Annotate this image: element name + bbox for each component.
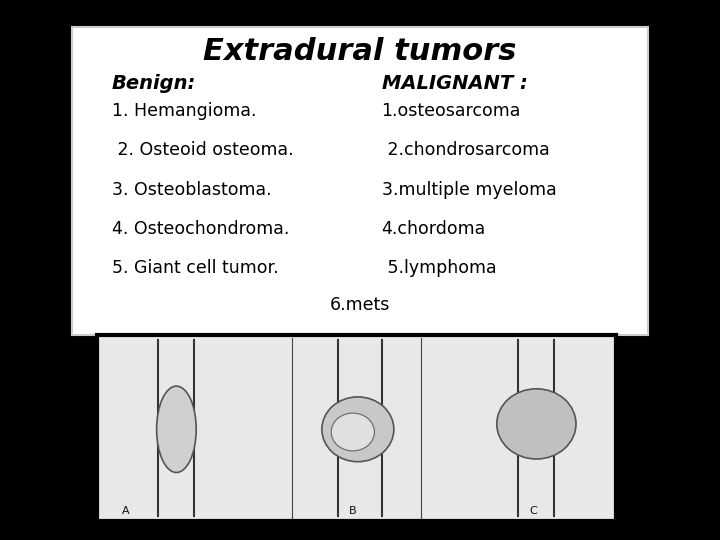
Text: Benign:: Benign:	[112, 74, 196, 93]
FancyBboxPatch shape	[72, 27, 648, 335]
Text: 1. Hemangioma.: 1. Hemangioma.	[112, 102, 256, 120]
Ellipse shape	[322, 397, 394, 462]
Text: 4. Osteochondroma.: 4. Osteochondroma.	[112, 220, 289, 238]
Ellipse shape	[497, 389, 576, 459]
FancyBboxPatch shape	[97, 335, 616, 521]
Text: 2. Osteoid osteoma.: 2. Osteoid osteoma.	[112, 141, 293, 159]
Text: 1.osteosarcoma: 1.osteosarcoma	[382, 102, 521, 120]
Text: 6.mets: 6.mets	[330, 296, 390, 314]
Text: C: C	[529, 505, 536, 516]
Text: 3.multiple myeloma: 3.multiple myeloma	[382, 180, 557, 199]
Text: 4.chordoma: 4.chordoma	[382, 220, 486, 238]
Text: MALIGNANT :: MALIGNANT :	[382, 74, 527, 93]
Ellipse shape	[331, 413, 374, 451]
Text: Extradural tumors: Extradural tumors	[203, 37, 517, 66]
Text: 5. Giant cell tumor.: 5. Giant cell tumor.	[112, 259, 278, 278]
Ellipse shape	[157, 386, 197, 472]
Text: 2.chondrosarcoma: 2.chondrosarcoma	[382, 141, 549, 159]
Text: 3. Osteoblastoma.: 3. Osteoblastoma.	[112, 180, 271, 199]
Text: B: B	[349, 505, 356, 516]
Text: A: A	[122, 505, 130, 516]
Text: 5.lymphoma: 5.lymphoma	[382, 259, 496, 278]
